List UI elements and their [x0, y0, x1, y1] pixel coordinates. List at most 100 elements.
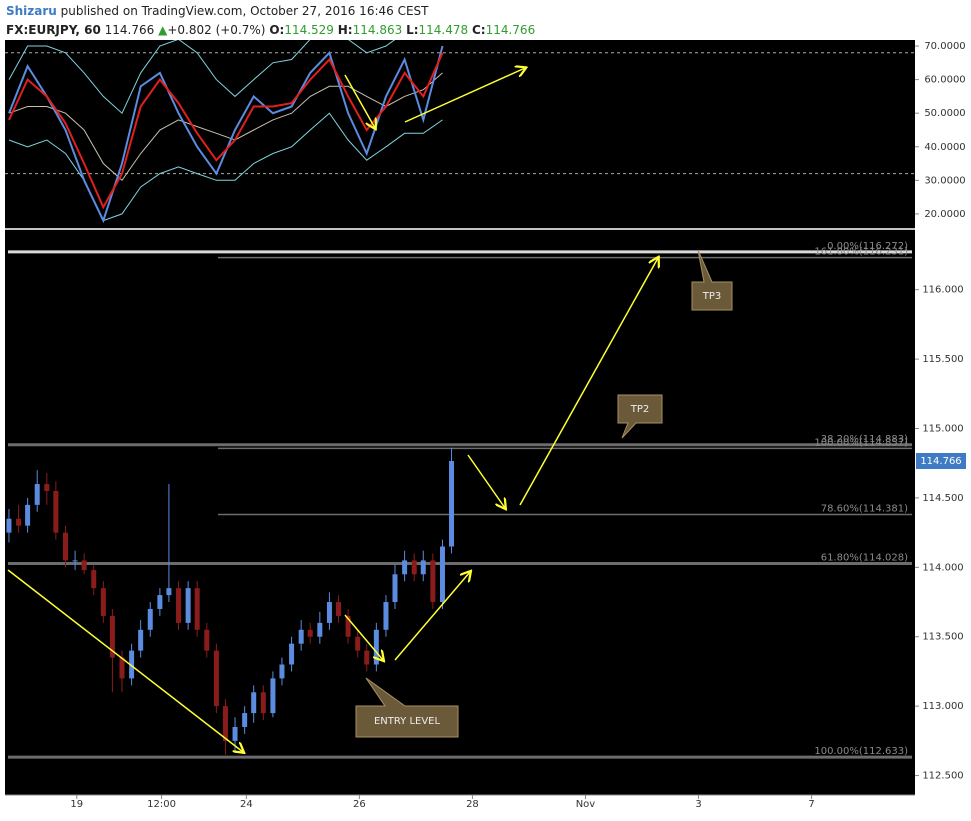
candle-body [439, 546, 445, 603]
x-tick-label: 19 [70, 799, 83, 810]
indicator-line [8, 45, 444, 224]
candle-body [392, 574, 398, 603]
candle-body [53, 490, 59, 533]
change: +0.802 (+0.7%) [167, 23, 266, 37]
x-tick-label: 24 [240, 799, 253, 810]
y-tick-label: 115.500 [922, 354, 963, 365]
candle-body [166, 588, 172, 596]
callout-text: TP3 [702, 291, 722, 302]
fib-label: 61.80%(114.028) [821, 552, 908, 563]
last-price-label: 114.766 [920, 456, 961, 467]
ohlc-value: 114.478 [418, 23, 469, 37]
indicator-line [8, 112, 443, 222]
callout-text: ENTRY LEVEL [374, 716, 441, 727]
candle-body [81, 560, 87, 571]
symbol: FX:EURJPY, 60 [6, 23, 101, 37]
candle-body [298, 629, 304, 644]
y-tick-label: 115.000 [922, 424, 963, 435]
y-tick-label: 60.0000 [924, 75, 965, 86]
candle-body [279, 664, 285, 679]
candle-body [157, 595, 163, 609]
candle-body [194, 588, 200, 630]
arrow [394, 572, 470, 661]
callout-box [355, 677, 459, 738]
y-tick-label: 116.000 [922, 285, 963, 296]
indicator-pane [5, 40, 915, 228]
arrow [404, 68, 525, 123]
candle-body [138, 629, 144, 651]
fib-label: 0.00%(116.272) [827, 241, 908, 252]
header-line: Shizaru published on TradingView.com, Oc… [6, 2, 535, 21]
fib-label: 161.80%(116.231) [814, 247, 908, 258]
header: Shizaru published on TradingView.com, Oc… [6, 2, 535, 40]
ohlc-label: C: [471, 23, 486, 37]
candle-body [373, 629, 379, 665]
y-tick-label: 40.0000 [924, 142, 965, 153]
candle-body [34, 484, 40, 505]
candle-body [232, 726, 238, 741]
candle-body [44, 484, 50, 491]
y-tick-label: 30.0000 [924, 175, 965, 186]
arrow [344, 74, 375, 128]
candle-body [100, 588, 106, 616]
y-tick-label: 114.000 [922, 562, 963, 573]
indicator-line [8, 72, 443, 182]
x-tick-label: 26 [353, 799, 366, 810]
ohlc-label: H: [337, 23, 353, 37]
candle-body [222, 706, 228, 741]
candle-body [129, 650, 135, 679]
candle-body [420, 560, 426, 575]
candle-body [62, 532, 68, 561]
candle-body [119, 657, 125, 679]
candle-body [6, 518, 12, 533]
candle-body [251, 692, 257, 714]
author[interactable]: Shizaru [6, 4, 57, 18]
candle-body [345, 615, 351, 637]
y-tick-label: 20.0000 [924, 209, 965, 220]
candle-body [355, 636, 361, 651]
y-tick-label: 112.500 [922, 771, 963, 782]
ohlc-value: 114.863 [352, 23, 403, 37]
y-tick-label: 70.0000 [924, 41, 965, 52]
last: 114.766 [104, 23, 155, 37]
candle-body [402, 560, 408, 575]
fib-label: 78.60%(114.381) [821, 503, 908, 514]
fib-label: 100.00%(112.633) [814, 746, 908, 757]
ohlc-value: 114.529 [284, 23, 334, 37]
price-pane [5, 230, 915, 795]
y-tick-label: 113.500 [922, 632, 963, 643]
arrow [7, 569, 243, 752]
candle-body [383, 602, 389, 630]
candle-body [213, 650, 219, 707]
x-tick-label: 7 [808, 799, 814, 810]
candle-body [260, 692, 266, 714]
x-tick-label: 3 [695, 799, 701, 810]
candle-body [176, 588, 182, 623]
fib-label: 38.20%(114.883) [821, 434, 908, 445]
quote-line: FX:EURJPY, 60 114.766 ▲+0.802 (+0.7%) O:… [6, 21, 535, 40]
callout-box [617, 394, 663, 439]
last-price-box [916, 452, 966, 469]
x-tick-label: 12:00 [147, 799, 176, 810]
indicator-plot [5, 40, 915, 224]
arrow [519, 258, 658, 506]
candle-body [326, 602, 332, 623]
callouts: TP3 TP2 ENTRY LEVEL [355, 249, 733, 738]
candle-body [289, 643, 295, 665]
candle-body [307, 629, 313, 637]
candle-body [72, 560, 78, 562]
y-tick-label: 114.500 [922, 493, 963, 504]
published: published on TradingView.com, October 27… [60, 4, 429, 18]
candle-body [364, 650, 370, 665]
candle-body [270, 678, 276, 714]
candle-body [185, 588, 191, 623]
candle-body [317, 622, 323, 637]
arrow [344, 614, 383, 660]
x-tick-label: Nov [576, 799, 596, 810]
candle-body [335, 602, 341, 616]
candle-body [411, 560, 417, 575]
indicator-line [8, 40, 396, 115]
arrow [467, 454, 505, 508]
